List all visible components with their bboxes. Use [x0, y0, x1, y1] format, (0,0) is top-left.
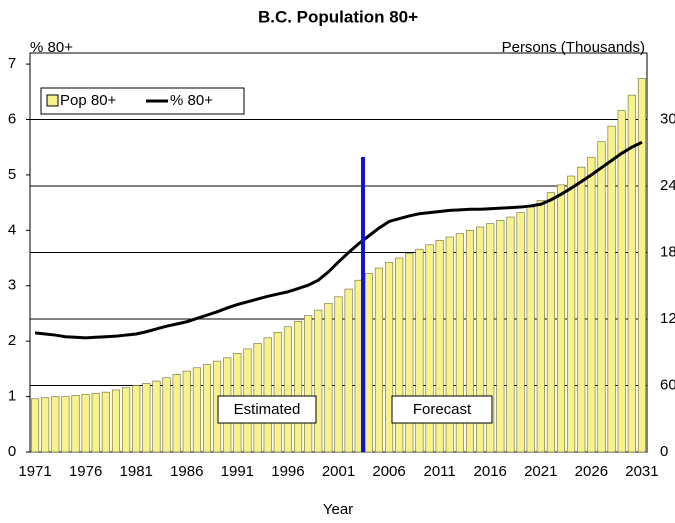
bar [617, 110, 626, 453]
legend-label: Pop 80+ [60, 92, 117, 109]
bar [122, 387, 131, 453]
bar [445, 236, 454, 453]
bar [385, 262, 394, 453]
bar [364, 273, 373, 453]
bar [142, 382, 151, 453]
bar [324, 303, 333, 453]
legend-box [40, 87, 245, 115]
x-tick-label: 1976 [69, 463, 102, 480]
legend-label: % 80+ [170, 92, 213, 109]
bar [476, 226, 485, 453]
bar [587, 156, 596, 453]
bar [132, 385, 141, 453]
annotation: Estimated [234, 401, 301, 418]
bar [152, 380, 161, 453]
bar [455, 233, 464, 453]
y2-tick-label: 300 [660, 110, 675, 127]
annotation: Forecast [413, 401, 472, 418]
y-tick-label: 7 [8, 55, 16, 72]
bar [526, 206, 535, 453]
bar [516, 212, 525, 453]
bar [202, 364, 212, 453]
y2-tick-label: 240 [660, 177, 675, 194]
bar [283, 326, 292, 453]
bar [415, 248, 424, 453]
bar [51, 396, 60, 453]
x-tick-label: 1971 [18, 463, 51, 480]
chart-title: B.C. Population 80+ [258, 7, 418, 26]
y-tick-label: 4 [8, 221, 16, 238]
bar [111, 389, 121, 453]
bar [101, 391, 110, 453]
y-tick-label: 0 [8, 443, 16, 460]
bar [425, 244, 434, 453]
x-tick-label: 1991 [221, 463, 254, 480]
bar [192, 367, 201, 453]
x-tick-label: 2016 [474, 463, 507, 480]
y2-tick-label: 0 [660, 443, 668, 460]
bar [304, 315, 313, 453]
legend-swatch [46, 94, 59, 107]
bar [627, 94, 636, 453]
x-tick-label: 1996 [271, 463, 304, 480]
y-tick-label: 6 [8, 110, 16, 127]
bar [465, 230, 475, 453]
y-tick-label: 2 [8, 332, 16, 349]
bar [567, 175, 576, 453]
y2-axis-label: Persons (Thousands) [502, 39, 645, 56]
y2-tick-label: 120 [660, 310, 675, 327]
bar [172, 374, 181, 453]
y-axis-label: % 80+ [30, 39, 73, 56]
bar [71, 395, 80, 453]
x-tick-label: 1981 [120, 463, 153, 480]
x-tick-label: 2026 [575, 463, 608, 480]
bar [597, 141, 606, 453]
bar [81, 394, 90, 453]
bar [162, 377, 171, 453]
bar [334, 296, 343, 453]
bar [496, 220, 505, 453]
annotation-box [391, 395, 493, 424]
y2-tick-label: 60 [660, 376, 675, 393]
bar [273, 331, 282, 453]
x-tick-label: 2001 [322, 463, 355, 480]
y-tick-label: 5 [8, 166, 16, 183]
bar [182, 370, 191, 453]
x-tick-label: 2006 [372, 463, 405, 480]
annotation-box [217, 395, 317, 424]
x-axis-label: Year [323, 501, 353, 518]
x-tick-label: 2021 [524, 463, 557, 480]
bar [486, 223, 495, 453]
y-tick-label: 1 [8, 388, 16, 405]
bar [506, 216, 515, 453]
bar [314, 309, 323, 453]
bar [31, 398, 40, 453]
x-tick-label: 1986 [170, 463, 203, 480]
bar [61, 396, 70, 453]
bar [405, 253, 414, 453]
bar [556, 184, 566, 453]
bar [607, 125, 616, 453]
x-tick-label: 2031 [625, 463, 658, 480]
bar [637, 78, 646, 453]
bar [395, 257, 404, 453]
y-tick-label: 3 [8, 277, 16, 294]
bar [577, 166, 586, 453]
bar [546, 192, 555, 453]
bar [293, 320, 303, 453]
bar [374, 267, 384, 453]
bar [344, 288, 353, 453]
bar [91, 392, 100, 453]
y2-tick-label: 180 [660, 243, 675, 260]
line [34, 140, 643, 340]
x-tick-label: 2011 [424, 463, 456, 480]
bar [263, 337, 272, 453]
bar [536, 200, 545, 453]
bar [435, 240, 444, 453]
bar [41, 397, 50, 453]
